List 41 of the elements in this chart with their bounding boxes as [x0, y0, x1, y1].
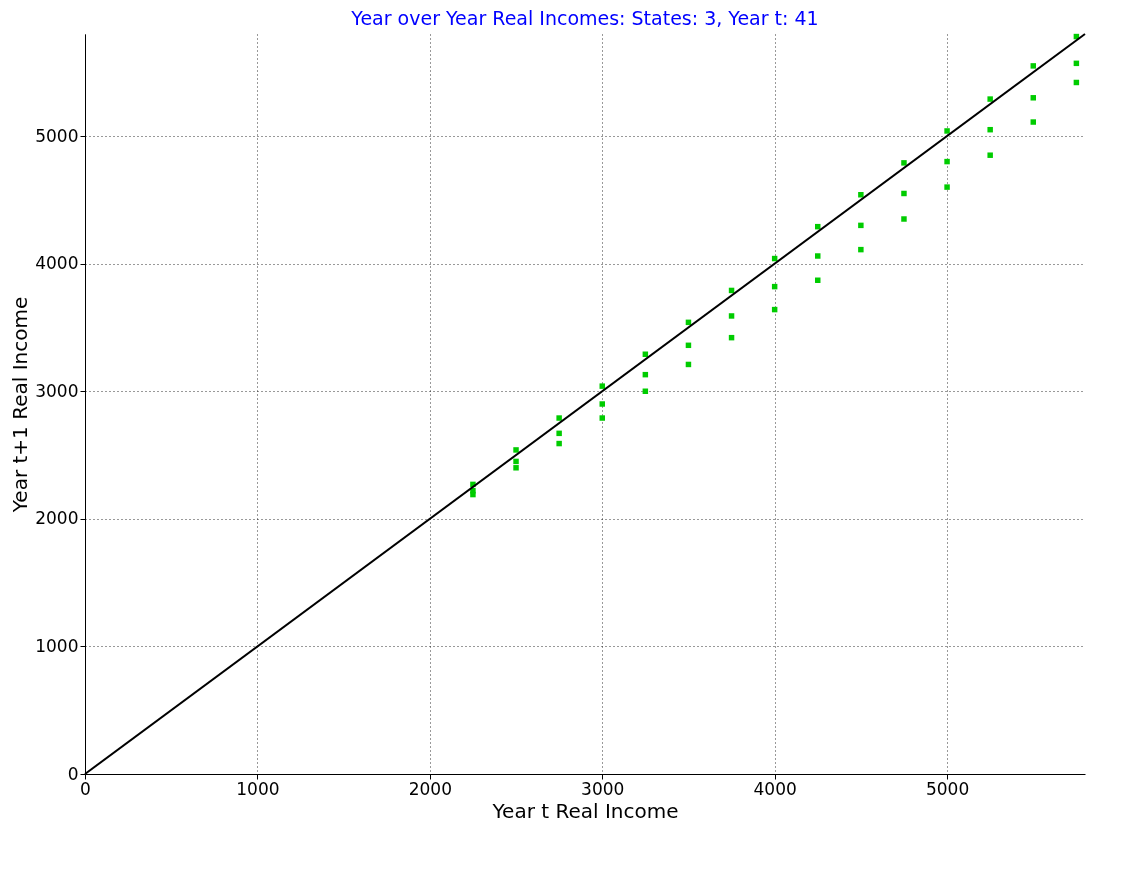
y-tick-label: 3000	[35, 380, 79, 401]
point	[987, 152, 993, 158]
point	[901, 216, 907, 222]
x-tick-label: 3000	[581, 778, 625, 799]
point	[556, 440, 562, 447]
point	[513, 447, 519, 453]
point	[513, 465, 519, 471]
y-tick-label: 1000	[35, 635, 79, 656]
point	[901, 190, 907, 197]
point	[901, 160, 907, 166]
y-tick-label: 2000	[35, 508, 79, 529]
point	[728, 313, 735, 319]
point	[1030, 119, 1037, 125]
x-tick-label: 5000	[925, 778, 970, 799]
point	[858, 192, 864, 198]
point	[556, 430, 562, 437]
point	[944, 184, 950, 190]
point	[987, 96, 993, 102]
point	[858, 246, 864, 253]
point	[1030, 95, 1037, 101]
point	[944, 158, 950, 165]
y-axis-title: Year t+1 Real Income	[8, 296, 33, 514]
point	[599, 383, 605, 389]
x-tick-label: 2000	[408, 778, 452, 799]
point	[513, 458, 519, 465]
point	[599, 401, 605, 407]
point	[815, 253, 821, 259]
point	[987, 126, 993, 133]
point	[470, 491, 476, 498]
y-tick-label: 4000	[35, 253, 79, 274]
y-tick-label: 5000	[35, 125, 79, 146]
point	[858, 222, 864, 229]
y-tick-label: 0	[67, 763, 79, 784]
point	[556, 415, 562, 421]
x-tick-label: 4000	[753, 778, 797, 799]
x-tick-label: 1000	[236, 778, 280, 799]
point	[1030, 63, 1037, 69]
x-axis-title: Year t Real Income	[491, 798, 679, 823]
point	[599, 415, 605, 421]
point	[944, 128, 950, 134]
chart-title: Year over Year Real Incomes: States: 3, Year t: 41	[350, 7, 819, 29]
